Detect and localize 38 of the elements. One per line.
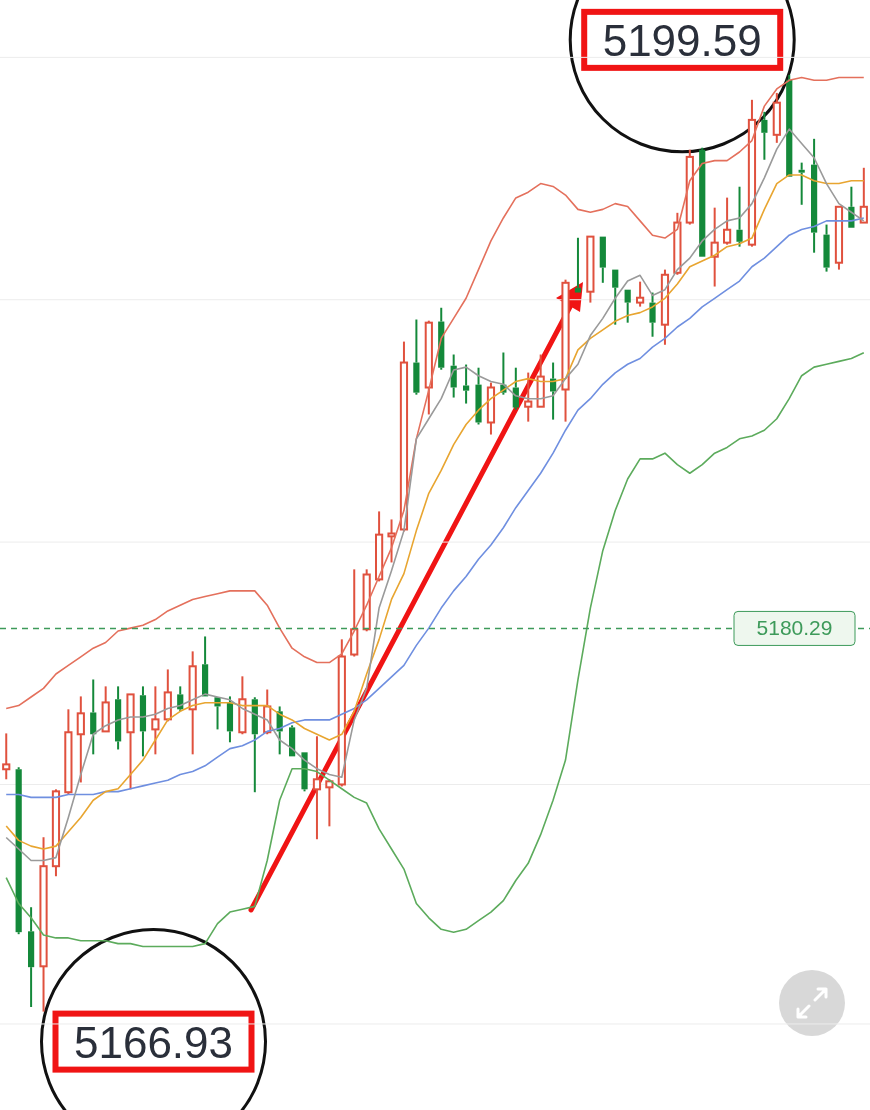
candlestick	[512, 366, 519, 411]
candlestick	[798, 161, 805, 206]
candlestick	[624, 289, 631, 324]
candlestick	[15, 766, 22, 936]
candlestick	[76, 695, 85, 784]
candlestick	[28, 906, 35, 1009]
candlestick	[289, 724, 296, 757]
candlestick	[574, 236, 582, 293]
candlestick	[387, 518, 396, 564]
magnifier-callout: 5166.93	[40, 928, 267, 1110]
candlestick	[151, 685, 160, 756]
candlestick	[115, 685, 122, 751]
candlestick	[188, 650, 197, 756]
annotation: 5166.93	[73, 1017, 234, 1067]
candlestick	[39, 836, 48, 1013]
annotation: 5199.59	[602, 15, 762, 65]
candlestick	[251, 696, 258, 794]
candlestick	[536, 353, 545, 408]
candlestick	[101, 685, 110, 733]
candlestick	[612, 269, 619, 326]
candlestick	[811, 137, 818, 254]
magnifier-callout: 5199.59	[568, 0, 796, 154]
candlestick	[202, 635, 209, 697]
candlestick	[586, 235, 595, 304]
candlestick	[139, 685, 147, 758]
candlestick	[524, 371, 533, 423]
candlestick	[301, 752, 308, 793]
candlestick	[699, 146, 706, 257]
candlestick	[413, 318, 420, 396]
candlestick	[126, 693, 135, 791]
candlestick	[786, 73, 793, 177]
ref-line-label: 5180.29	[756, 616, 833, 640]
candlestick	[312, 735, 322, 841]
candlestick	[761, 110, 768, 161]
candlestick	[823, 223, 830, 273]
candlestick	[90, 678, 97, 756]
candlestick	[463, 363, 470, 405]
candlestick	[599, 236, 606, 284]
